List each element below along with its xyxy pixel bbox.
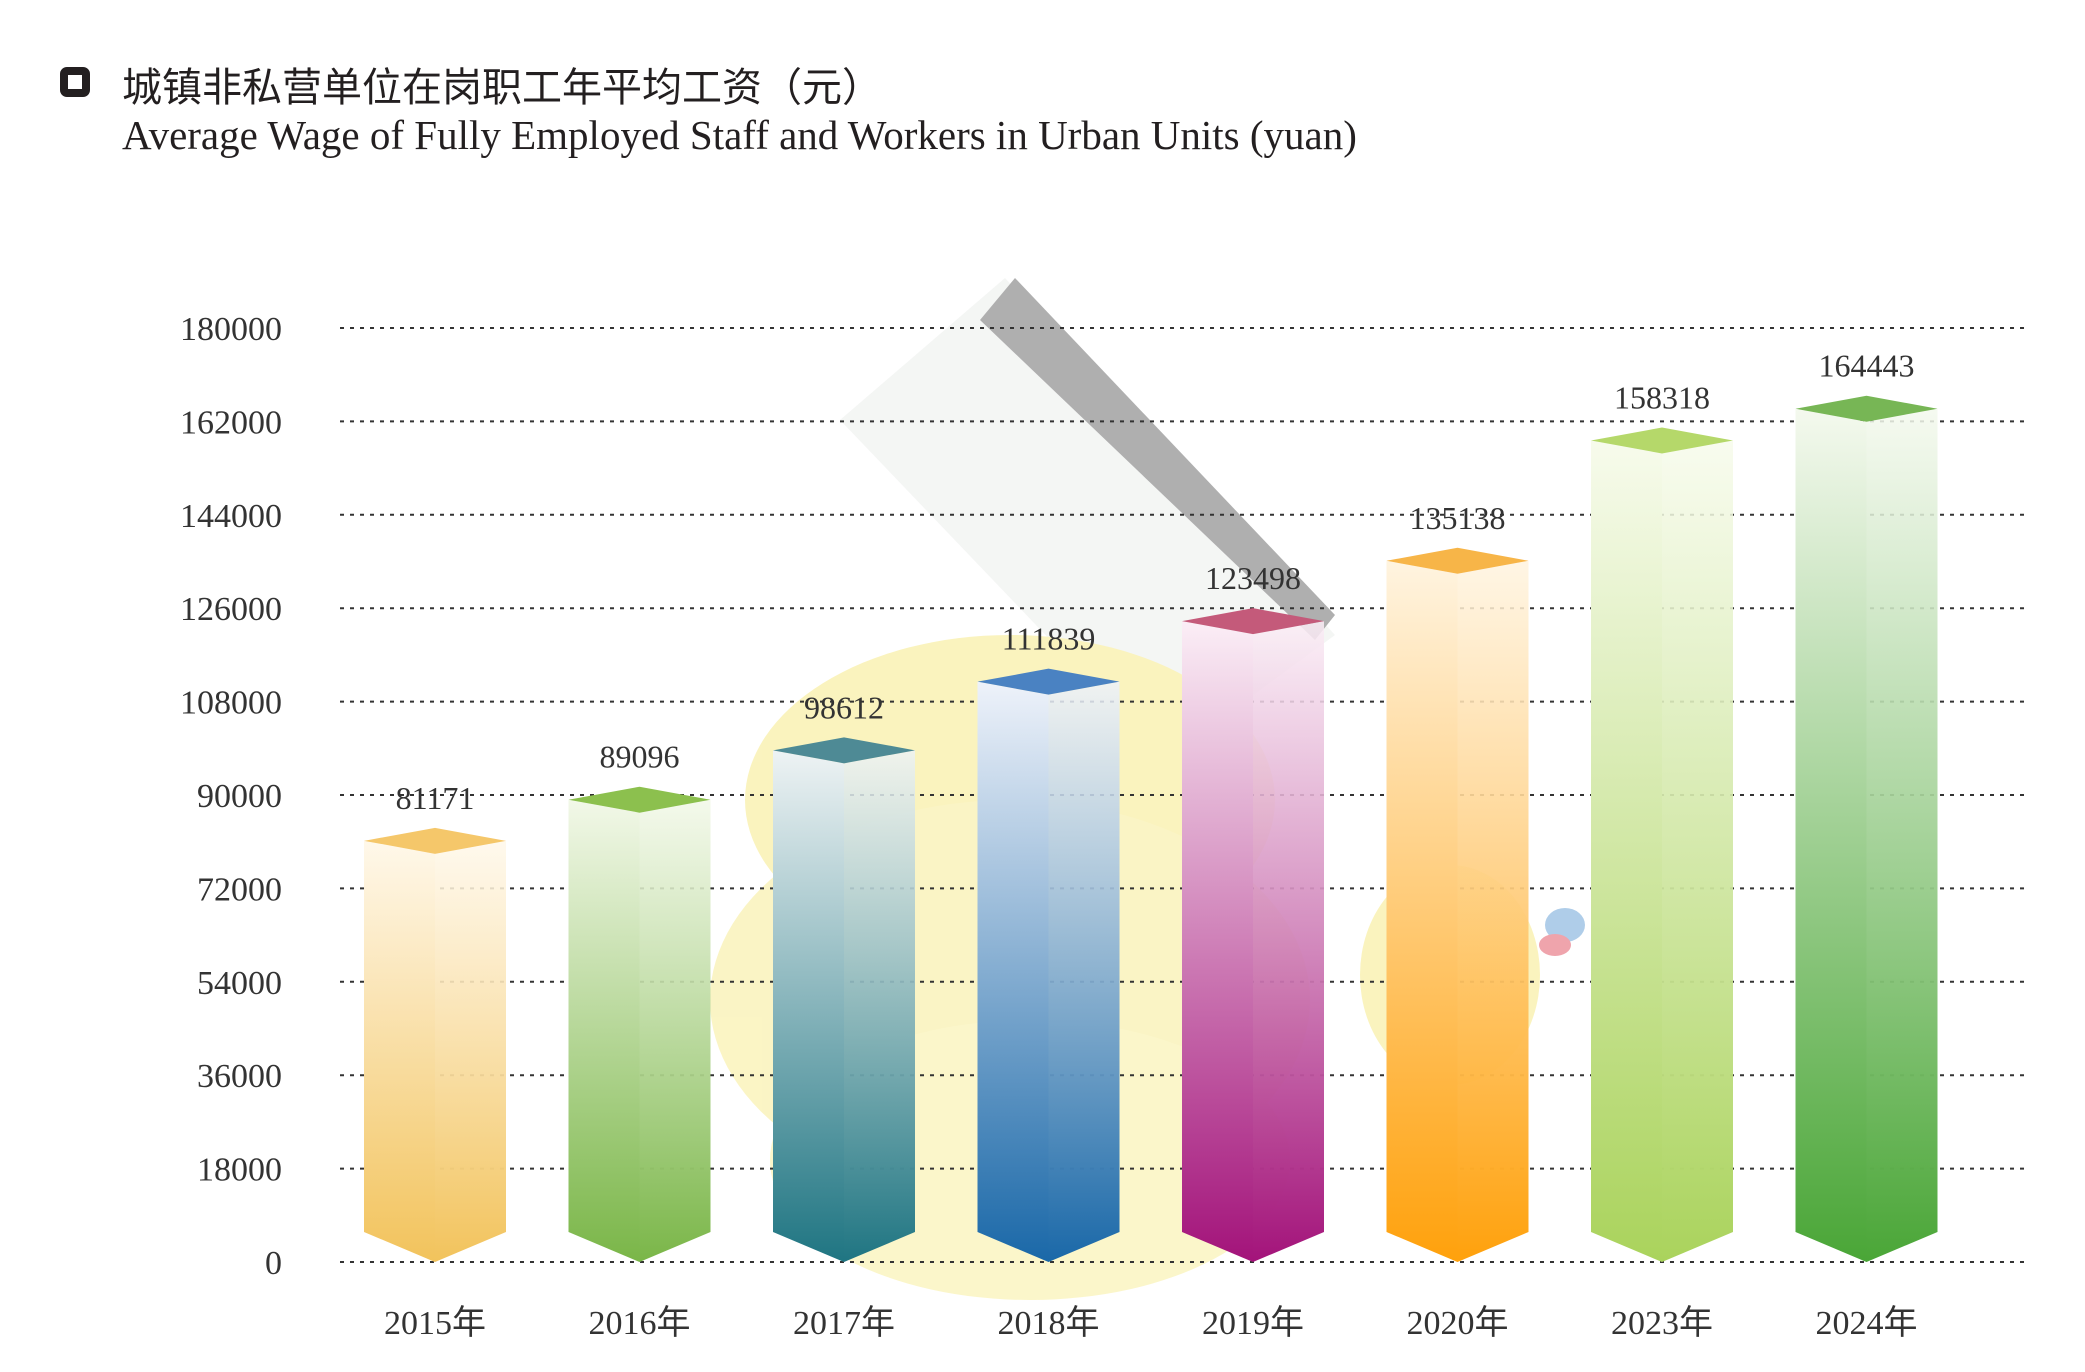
data-label: 81171: [396, 780, 475, 816]
bar-front-left-face: [773, 750, 844, 1262]
bar: [1591, 427, 1733, 1262]
x-tick-label: 2015年: [384, 1304, 486, 1342]
bar-front-left-face: [1182, 621, 1253, 1262]
bar: [773, 737, 915, 1262]
data-label: 164443: [1819, 348, 1915, 384]
bar: [977, 668, 1120, 1262]
bar-front-right-face: [435, 840, 506, 1262]
bar-front-left-face: [1386, 560, 1458, 1262]
data-label: 158318: [1614, 380, 1710, 416]
data-label: 111839: [1002, 621, 1096, 657]
bar-front-left-face: [977, 681, 1049, 1262]
x-tick-label: 2016年: [589, 1304, 691, 1342]
data-label: 98612: [804, 689, 884, 725]
bar: [1182, 608, 1324, 1262]
bar-front-right-face: [844, 750, 915, 1262]
y-tick-label: 162000: [180, 404, 282, 441]
x-tick-label: 2024年: [1816, 1304, 1918, 1342]
chart-title-en: Average Wage of Fully Employed Staff and…: [122, 112, 1357, 158]
bar-front-left-face: [568, 799, 640, 1262]
x-tick-label: 2020年: [1407, 1304, 1509, 1342]
bar-front-left-face: [1795, 408, 1867, 1263]
bar-top-face: [1386, 547, 1529, 574]
bar: [1795, 395, 1938, 1263]
y-tick-label: 72000: [197, 871, 282, 908]
y-tick-label: 90000: [197, 778, 282, 815]
x-tick-label: 2018年: [998, 1304, 1100, 1342]
bar-top-face: [1591, 427, 1733, 454]
bar-top-face: [977, 668, 1120, 695]
x-tick-label: 2017年: [793, 1304, 895, 1342]
y-tick-label: 18000: [197, 1152, 282, 1189]
y-tick-label: 0: [265, 1245, 282, 1282]
bar-front-right-face: [1253, 621, 1324, 1262]
y-tick-label: 54000: [197, 965, 282, 1002]
bar: [1386, 547, 1529, 1262]
y-tick-label: 126000: [180, 591, 282, 628]
bar-front-left-face: [364, 840, 435, 1262]
bar-front-right-face: [1866, 408, 1938, 1263]
data-label: 89096: [600, 739, 680, 775]
bar: [568, 786, 711, 1262]
y-tick-label: 36000: [197, 1058, 282, 1095]
title-square-icon: [60, 67, 90, 97]
bar-front-left-face: [1591, 440, 1662, 1262]
bar-top-face: [773, 737, 915, 764]
y-tick-label: 108000: [180, 685, 282, 722]
data-label: 123498: [1205, 560, 1301, 596]
bar: [364, 827, 506, 1262]
x-tick-label: 2023年: [1611, 1304, 1713, 1342]
chart-title-cn: 城镇非私营单位在岗职工年平均工资（元）: [122, 65, 882, 111]
bar-top-face: [568, 786, 711, 813]
bar-front-right-face: [1662, 440, 1733, 1262]
bar-top-face: [1182, 608, 1324, 635]
bar-front-right-face: [639, 799, 711, 1262]
bar-top-face: [1795, 395, 1938, 422]
y-tick-label: 180000: [180, 311, 282, 348]
bar-front-right-face: [1457, 560, 1529, 1262]
y-tick-label: 144000: [180, 498, 282, 535]
bar-front-right-face: [1048, 681, 1120, 1262]
x-tick-label: 2019年: [1202, 1304, 1304, 1342]
bar-top-face: [364, 827, 506, 854]
data-label: 135138: [1410, 500, 1506, 536]
